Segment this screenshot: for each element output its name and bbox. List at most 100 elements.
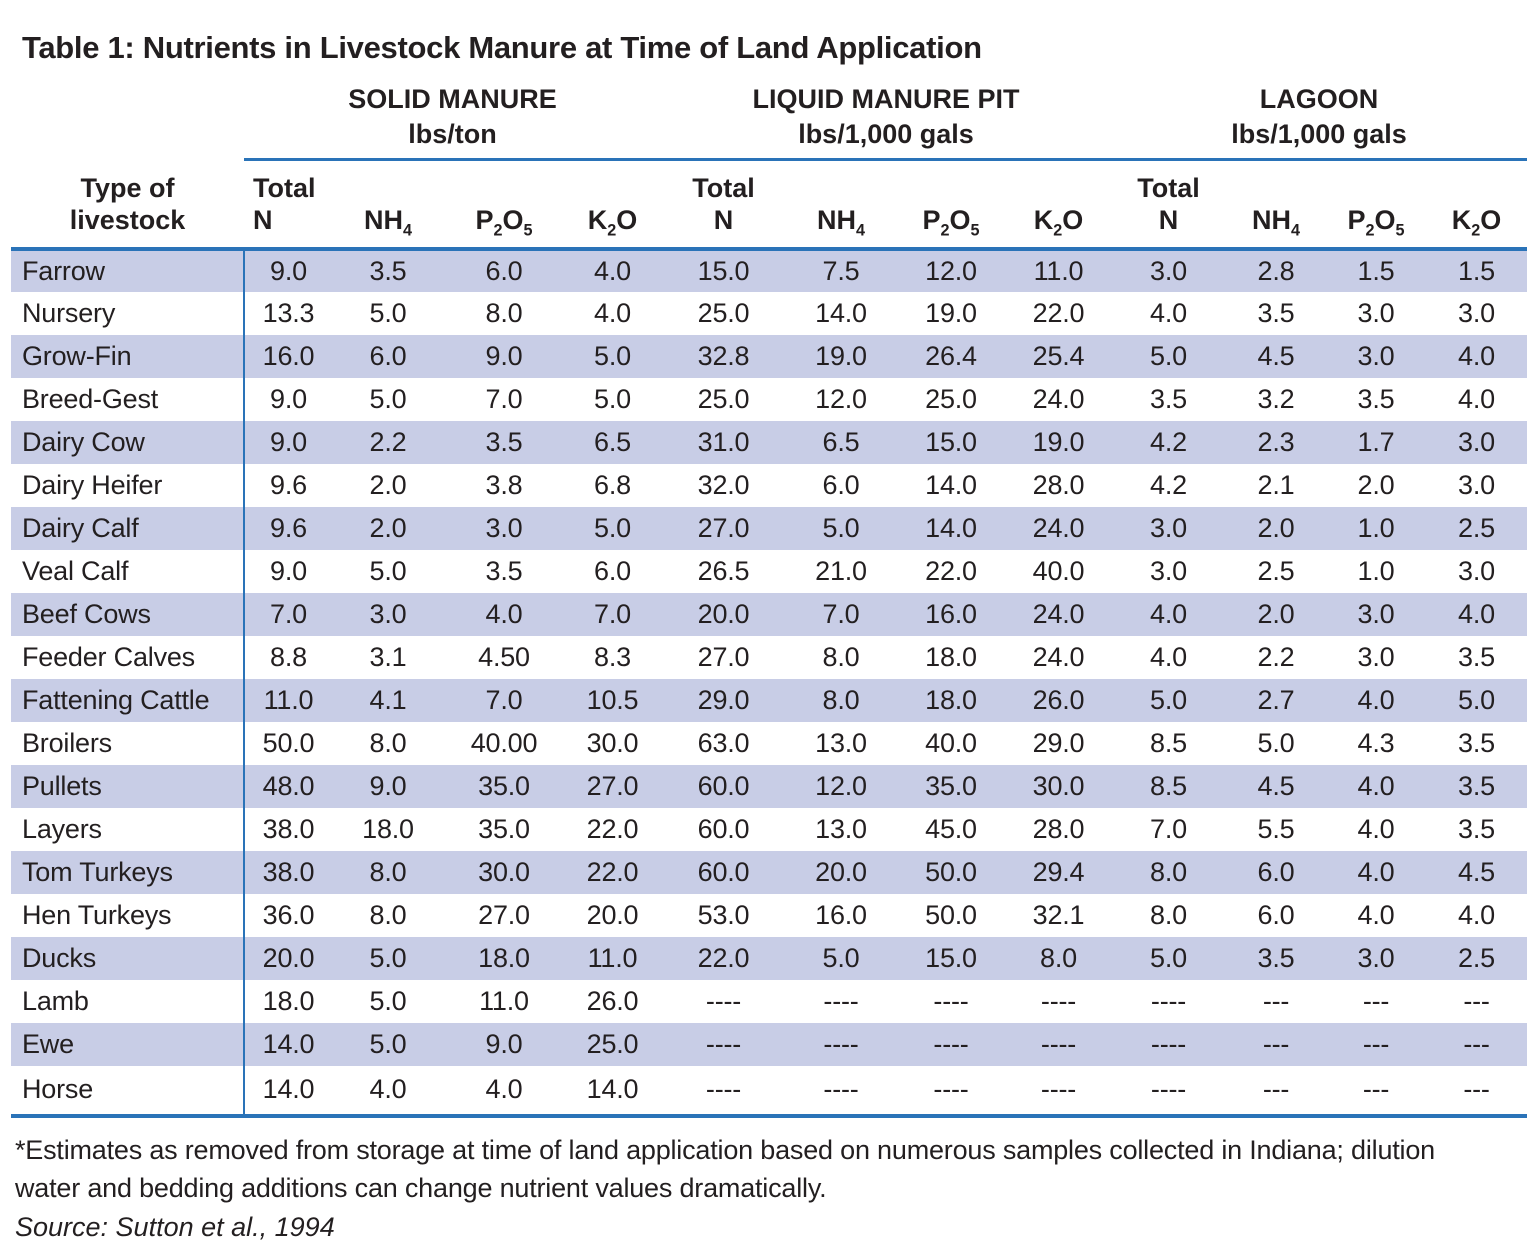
nutrient-header: P2O5 xyxy=(896,159,1006,251)
group-name: LIQUID MANURE PIT xyxy=(752,84,1020,114)
nutrient-header: K2O xyxy=(564,159,661,251)
data-cell: 12.0 xyxy=(786,764,896,808)
data-cell: --- xyxy=(1226,1065,1326,1118)
data-cell: 3.5 xyxy=(1257,297,1295,328)
data-cell: 32.1 xyxy=(1032,899,1085,930)
data-cell: 20.0 xyxy=(586,899,639,930)
data-cell: 5.0 xyxy=(369,383,407,414)
data-cell: 11.0 xyxy=(564,936,661,980)
nutrient-header: Total N xyxy=(661,159,786,251)
data-cell: 32.0 xyxy=(697,469,750,500)
data-cell: 20.0 xyxy=(786,850,896,894)
data-cell: 4.0 xyxy=(564,248,661,292)
data-cell: 2.5 xyxy=(1426,506,1528,550)
data-cell: 9.0 xyxy=(270,383,307,414)
data-cell: 36.0 xyxy=(262,899,315,930)
data-cell: 29.0 xyxy=(1032,727,1085,758)
data-cell: 5.0 xyxy=(786,506,896,550)
data-cell: 19.0 xyxy=(925,297,977,328)
data-cell: --- xyxy=(1463,985,1490,1016)
data-cell: 4.0 xyxy=(444,592,564,636)
data-cell: 2.0 xyxy=(369,469,407,500)
data-cell: 32.8 xyxy=(661,334,786,378)
data-cell: 3.5 xyxy=(485,555,523,586)
data-cell: 4.0 xyxy=(1426,592,1528,636)
data-cell: 30.0 xyxy=(444,850,564,894)
table-row: Dairy Cow 9.0 2.2 3.5 6.5 31.0 6.5 15.0 19.0 4.2 2… xyxy=(11,420,1528,464)
data-cell: 24.0 xyxy=(1006,506,1111,550)
data-cell: 27.0 xyxy=(478,899,530,930)
data-cell: 14.0 xyxy=(925,469,977,500)
data-cell: 2.0 xyxy=(332,506,444,550)
data-cell: 22.0 xyxy=(925,555,977,586)
data-cell: 15.0 xyxy=(896,420,1006,464)
data-cell: 2.2 xyxy=(1257,641,1295,672)
data-cell: 8.0 xyxy=(822,641,860,672)
data-cell: 5.5 xyxy=(1257,813,1295,844)
data-cell: 5.0 xyxy=(594,383,631,414)
data-cell: 6.0 xyxy=(1257,899,1295,930)
data-cell: 38.0 xyxy=(262,813,315,844)
livestock-name-cell: Farrow xyxy=(11,248,245,292)
nutrient-header-row: Type of livestock Total N NH4 P2O5 K2O Total … xyxy=(11,159,1528,251)
data-cell: 3.1 xyxy=(369,641,407,672)
nutrient-header: Total N xyxy=(1111,159,1226,251)
data-cell: --- xyxy=(1362,985,1390,1016)
data-cell: 8.0 xyxy=(786,678,896,722)
data-cell: 3.0 xyxy=(1326,334,1426,378)
nutrient-header: K2O xyxy=(1426,159,1528,251)
data-cell: 28.0 xyxy=(1032,469,1085,500)
group-header-solid-manure: SOLID MANURE lbs/ton xyxy=(244,80,661,162)
data-cell: 9.6 xyxy=(270,469,307,500)
data-cell: 18.0 xyxy=(444,936,564,980)
data-cell: 4.5 xyxy=(1426,850,1528,894)
table-row: Lamb 18.0 5.0 11.0 26.0 ---- ---- ---- ---- ---- -… xyxy=(11,979,1527,1023)
data-cell: 18.0 xyxy=(362,813,414,844)
nutrient-table: SOLID MANURE lbs/ton LIQUID MANURE PIT lbs/… xyxy=(11,80,1528,1118)
data-cell: 3.0 xyxy=(1458,297,1495,328)
data-cell: 22.0 xyxy=(661,936,786,980)
data-cell: 3.5 xyxy=(444,420,564,464)
data-cell: 6.0 xyxy=(594,555,631,586)
data-cell: 7.0 xyxy=(564,592,661,636)
data-cell: 3.5 xyxy=(1226,936,1326,980)
data-cell: 35.0 xyxy=(444,764,564,808)
data-cell: 2.2 xyxy=(332,420,444,464)
data-cell: 14.0 xyxy=(244,1065,332,1118)
data-cell: 7.0 xyxy=(1150,813,1187,844)
data-cell: ---- xyxy=(823,985,859,1016)
data-cell: 5.0 xyxy=(1111,678,1226,722)
data-cell: 4.0 xyxy=(1326,764,1426,808)
data-cell: 13.3 xyxy=(262,297,315,328)
livestock-name-cell: Dairy Calf xyxy=(11,506,245,550)
data-cell: 3.0 xyxy=(1357,641,1395,672)
data-cell: 3.0 xyxy=(444,506,564,550)
data-cell: 3.0 xyxy=(1150,555,1187,586)
data-cell: 18.0 xyxy=(262,985,315,1016)
data-cell: 5.0 xyxy=(564,334,661,378)
row-label-header: Type of livestock xyxy=(11,159,244,251)
data-cell: 22.0 xyxy=(586,813,639,844)
data-cell: 16.0 xyxy=(244,334,332,378)
data-cell: 31.0 xyxy=(661,420,786,464)
livestock-name-cell: Pullets xyxy=(11,764,245,808)
data-cell: 2.0 xyxy=(1226,592,1326,636)
table-row: Tom Turkeys 38.0 8.0 30.0 22.0 60.0 20.0 50.0 29… xyxy=(11,850,1528,894)
data-cell: 4.5 xyxy=(1226,334,1326,378)
data-cell: 3.5 xyxy=(1357,383,1395,414)
group-name: SOLID MANURE xyxy=(348,84,557,114)
data-cell: 4.2 xyxy=(1111,420,1226,464)
data-cell: 3.5 xyxy=(1458,641,1495,672)
data-cell: 5.0 xyxy=(1111,334,1226,378)
data-cell: 12.0 xyxy=(896,248,1006,292)
data-cell: 27.0 xyxy=(661,506,786,550)
data-cell: 8.0 xyxy=(369,899,407,930)
nutrient-header: K2O xyxy=(1006,159,1111,251)
livestock-name-cell: Dairy Heifer xyxy=(11,463,245,507)
table-row: Horse 14.0 4.0 4.0 14.0 ---- ---- ---- ---- ---- -… xyxy=(11,1065,1528,1118)
data-cell: 40.0 xyxy=(925,727,977,758)
data-cell: 3.0 xyxy=(1357,297,1395,328)
source-line: Source: Sutton et al., 1994 xyxy=(15,1212,335,1243)
data-cell: 7.0 xyxy=(444,678,564,722)
table-body: Farrow 9.0 3.5 6.0 4.0 15.0 7.5 12.0 11.0 3.0 2.8 1… xyxy=(11,248,1528,1118)
